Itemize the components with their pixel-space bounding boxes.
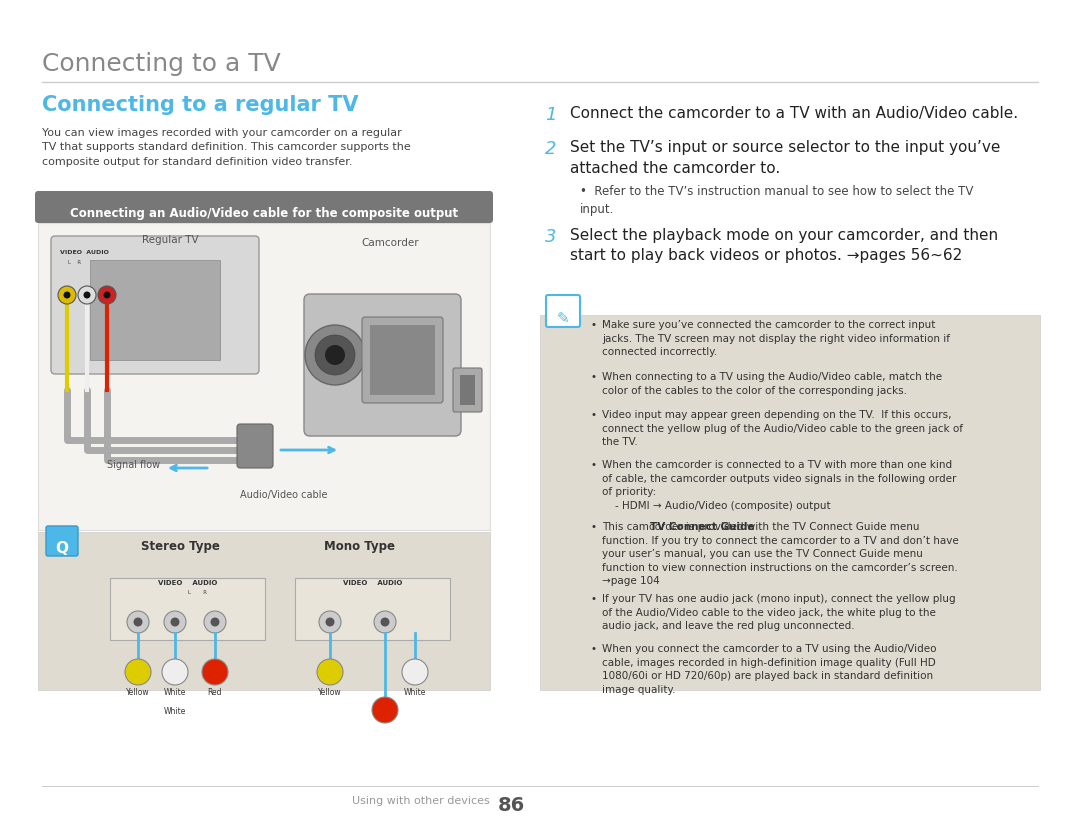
Text: Video input may appear green depending on the TV.  If this occurs,
connect the y: Video input may appear green depending o… [602, 410, 963, 447]
Text: Select the playback mode on your camcorder, and then: Select the playback mode on your camcord… [570, 228, 998, 243]
Text: White: White [404, 688, 427, 697]
Text: Audio/Video cable: Audio/Video cable [240, 490, 327, 500]
Text: If your TV has one audio jack (mono input), connect the yellow plug
of the Audio: If your TV has one audio jack (mono inpu… [602, 594, 956, 631]
FancyBboxPatch shape [370, 325, 435, 395]
FancyBboxPatch shape [546, 295, 580, 327]
FancyBboxPatch shape [540, 315, 1040, 690]
Text: 1: 1 [545, 106, 556, 124]
Circle shape [83, 291, 91, 299]
Circle shape [171, 617, 179, 626]
Circle shape [402, 659, 428, 685]
Text: Using with other devices: Using with other devices [352, 796, 490, 806]
Circle shape [325, 617, 335, 626]
Text: Red: Red [207, 688, 222, 697]
Circle shape [78, 286, 96, 304]
Text: Yellow: Yellow [126, 688, 150, 697]
Text: •: • [590, 320, 596, 330]
Circle shape [64, 291, 70, 299]
Circle shape [305, 325, 365, 385]
Text: •  Refer to the TV’s instruction manual to see how to select the TV
input.: • Refer to the TV’s instruction manual t… [580, 185, 973, 216]
Text: Connect the camcorder to a TV with an Audio/Video cable.: Connect the camcorder to a TV with an Au… [570, 106, 1018, 121]
Circle shape [104, 291, 110, 299]
FancyBboxPatch shape [51, 236, 259, 374]
Text: •: • [590, 522, 596, 532]
FancyBboxPatch shape [303, 294, 461, 436]
Text: White: White [164, 688, 186, 697]
Text: •: • [590, 644, 596, 654]
Text: Signal flow: Signal flow [107, 460, 160, 470]
Text: Yellow: Yellow [319, 688, 341, 697]
Circle shape [164, 611, 186, 633]
Text: Regular TV: Regular TV [141, 235, 199, 245]
Text: You can view images recorded with your camcorder on a regular
TV that supports s: You can view images recorded with your c… [42, 128, 410, 167]
Circle shape [127, 611, 149, 633]
FancyBboxPatch shape [38, 223, 490, 530]
Text: •: • [590, 594, 596, 604]
FancyBboxPatch shape [110, 578, 265, 640]
Text: VIDEO  AUDIO: VIDEO AUDIO [60, 250, 109, 255]
Text: 86: 86 [498, 796, 525, 815]
Text: ✎: ✎ [556, 311, 569, 326]
Text: Connecting to a regular TV: Connecting to a regular TV [42, 95, 359, 115]
FancyBboxPatch shape [38, 532, 490, 690]
Text: Set the TV’s input or source selector to the input you’ve
attached the camcorder: Set the TV’s input or source selector to… [570, 140, 1000, 176]
FancyBboxPatch shape [460, 375, 475, 405]
Text: Connecting to a TV: Connecting to a TV [42, 52, 281, 76]
Circle shape [211, 617, 219, 626]
Text: When connecting to a TV using the Audio/Video cable, match the
color of the cabl: When connecting to a TV using the Audio/… [602, 372, 942, 396]
Circle shape [325, 345, 345, 365]
FancyBboxPatch shape [453, 368, 482, 412]
Text: 3: 3 [545, 228, 556, 246]
Text: start to play back videos or photos. →pages 56~62: start to play back videos or photos. →pa… [570, 248, 962, 263]
Circle shape [319, 611, 341, 633]
Circle shape [315, 335, 355, 375]
Circle shape [204, 611, 226, 633]
FancyBboxPatch shape [35, 191, 492, 223]
Text: L       R: L R [188, 590, 207, 595]
Text: VIDEO    AUDIO: VIDEO AUDIO [158, 580, 217, 586]
Text: Q: Q [55, 541, 68, 556]
Circle shape [202, 659, 228, 685]
Text: 2: 2 [545, 140, 556, 158]
Circle shape [374, 611, 396, 633]
FancyBboxPatch shape [295, 578, 450, 640]
Text: Mono Type: Mono Type [324, 540, 395, 553]
Circle shape [162, 659, 188, 685]
Text: This camcorder is provided with the TV Connect Guide menu
function. If you try t: This camcorder is provided with the TV C… [602, 522, 959, 587]
FancyBboxPatch shape [90, 260, 220, 360]
FancyBboxPatch shape [46, 526, 78, 556]
Text: Camcorder: Camcorder [361, 238, 419, 248]
Text: TV Connect Guide: TV Connect Guide [649, 522, 754, 532]
Circle shape [318, 659, 343, 685]
Circle shape [98, 286, 116, 304]
Text: VIDEO    AUDIO: VIDEO AUDIO [342, 580, 402, 586]
Text: Make sure you’ve connected the camcorder to the correct input
jacks. The TV scre: Make sure you’ve connected the camcorder… [602, 320, 950, 357]
Circle shape [125, 659, 151, 685]
Text: •: • [590, 460, 596, 470]
FancyBboxPatch shape [362, 317, 443, 403]
Text: When the camcorder is connected to a TV with more than one kind
of cable, the ca: When the camcorder is connected to a TV … [602, 460, 957, 511]
Text: L    R: L R [68, 260, 81, 265]
Circle shape [372, 697, 399, 723]
Text: White: White [164, 707, 186, 716]
Circle shape [134, 617, 143, 626]
Text: •: • [590, 410, 596, 420]
Text: Stereo Type: Stereo Type [140, 540, 219, 553]
FancyBboxPatch shape [237, 424, 273, 468]
Text: When you connect the camcorder to a TV using the Audio/Video
cable, images recor: When you connect the camcorder to a TV u… [602, 644, 936, 695]
Circle shape [58, 286, 76, 304]
Text: •: • [590, 372, 596, 382]
Circle shape [380, 617, 390, 626]
Text: Connecting an Audio/Video cable for the composite output: Connecting an Audio/Video cable for the … [70, 207, 458, 220]
